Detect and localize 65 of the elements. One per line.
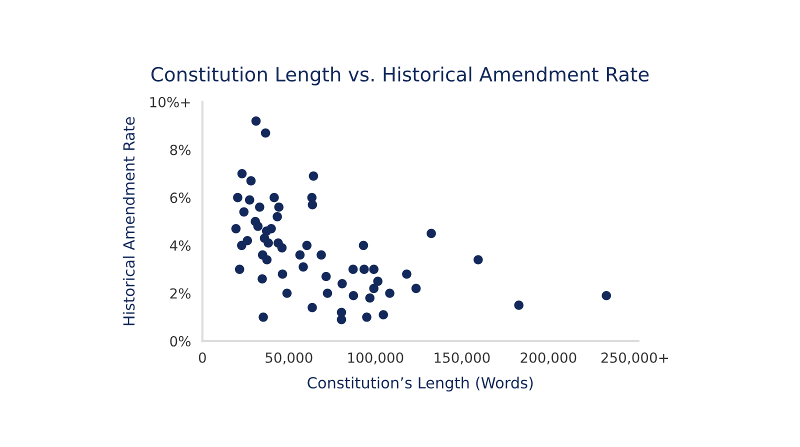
point [302,240,312,250]
point [402,269,412,279]
point [316,250,326,260]
x-tick-label: 150,000 [434,352,490,364]
x-axis-title: Constitution’s Length (Words) [308,376,533,392]
x-tick-label: 50,000 [266,352,312,364]
point [348,290,358,300]
point [295,250,305,260]
point [253,222,263,231]
point [239,207,249,217]
point [234,264,244,274]
point [270,192,279,202]
point [262,255,272,264]
point [258,312,268,322]
point [362,312,372,322]
point [264,238,273,248]
point [365,293,375,303]
point [251,116,261,126]
point [308,200,318,210]
y-tick-label: 0% [170,336,191,347]
x-tick-label: 250,000+ [601,352,668,364]
x-tick-label: 200,000 [520,352,576,364]
point [322,288,332,298]
y-axis-title: Historical Amendment Rate [122,117,135,326]
point [411,284,421,294]
point [298,262,308,272]
point [277,243,287,252]
point [308,171,318,181]
point [373,276,382,286]
point [242,236,252,246]
chart-title: Constitution Length vs. Historical Amendment Rate [151,66,649,86]
point [336,314,346,324]
y-tick-label: 8% [170,144,191,156]
point [244,195,254,205]
point [260,128,270,138]
point [237,169,247,178]
point [231,224,241,234]
point [358,240,368,250]
x-tick-label: 100,000 [348,352,404,364]
point [338,279,347,288]
x-tick-label: 0 [198,352,206,363]
point [258,274,267,284]
point [474,255,483,264]
point [514,300,524,310]
point [348,264,358,274]
point [272,212,282,222]
point [426,228,436,238]
point [321,272,331,282]
point [602,290,612,300]
point [278,269,288,279]
y-tick-label: 6% [170,192,191,204]
point [246,176,256,186]
point [282,288,292,298]
point [233,192,242,202]
point [369,284,379,294]
point [369,264,379,274]
y-tick-label: 4% [170,240,191,251]
point [274,202,284,212]
point [360,264,369,274]
point [255,202,264,212]
y-tick-label: 10%+ [150,96,190,108]
point [385,288,394,298]
y-tick-label: 2% [170,288,191,299]
point [378,310,388,320]
point [308,302,317,312]
